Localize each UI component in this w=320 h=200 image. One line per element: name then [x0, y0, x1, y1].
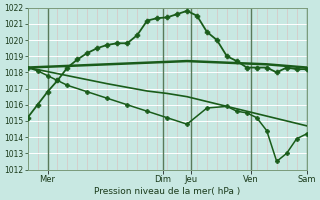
X-axis label: Pression niveau de la mer( hPa ): Pression niveau de la mer( hPa ) — [94, 187, 240, 196]
